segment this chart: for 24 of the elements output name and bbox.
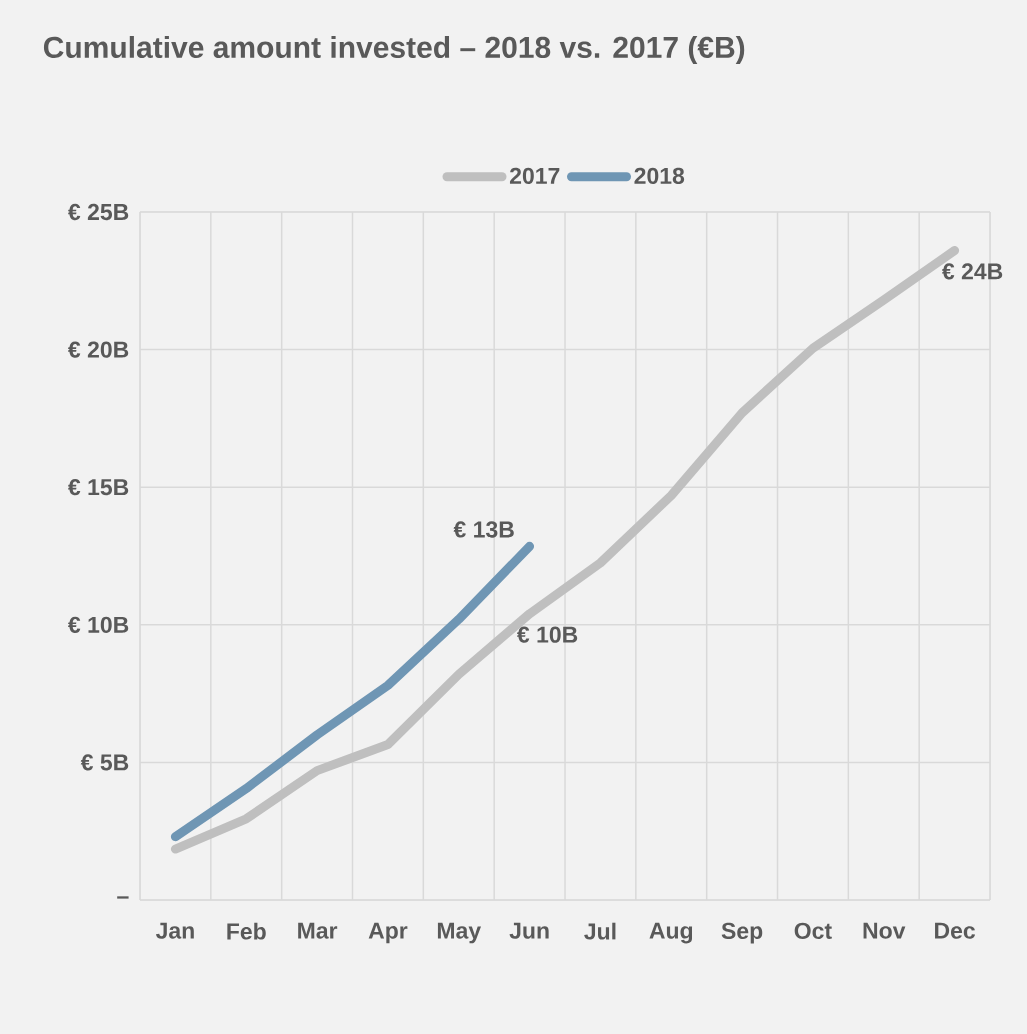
- x-tick-label: Jan: [155, 922, 194, 939]
- x-tick-label: Aug: [649, 922, 693, 944]
- legend-label: 2018: [634, 167, 685, 184]
- x-tick-label: Nov: [863, 922, 906, 939]
- x-tick-label: May: [437, 922, 481, 944]
- y-tick-label: € 15B: [68, 479, 129, 496]
- x-tick-label: Jun: [509, 922, 549, 939]
- x-tick-label: Oct: [794, 922, 832, 939]
- x-tick-label: Mar: [298, 922, 338, 939]
- x-tick-label: Dec: [935, 922, 976, 939]
- x-tick-label: Jul: [584, 922, 616, 940]
- legend-label: 2017: [509, 167, 560, 184]
- data-label: € 10B: [517, 626, 578, 643]
- y-tick-label: –: [117, 896, 129, 899]
- y-tick-label: € 20B: [68, 341, 129, 358]
- y-tick-label: € 10B: [68, 616, 129, 633]
- x-tick-label: Sep: [721, 922, 763, 944]
- y-tick-label: € 5B: [80, 754, 129, 771]
- data-label: € 13B: [453, 521, 514, 538]
- chart-title: Cumulative amount invested – 2018 vs. 2017 (€B): [43, 35, 745, 64]
- x-tick-label: Feb: [227, 922, 266, 940]
- data-label: € 24B: [942, 263, 1003, 280]
- y-tick-label: € 25B: [68, 203, 129, 221]
- x-tick-label: Apr: [368, 922, 408, 944]
